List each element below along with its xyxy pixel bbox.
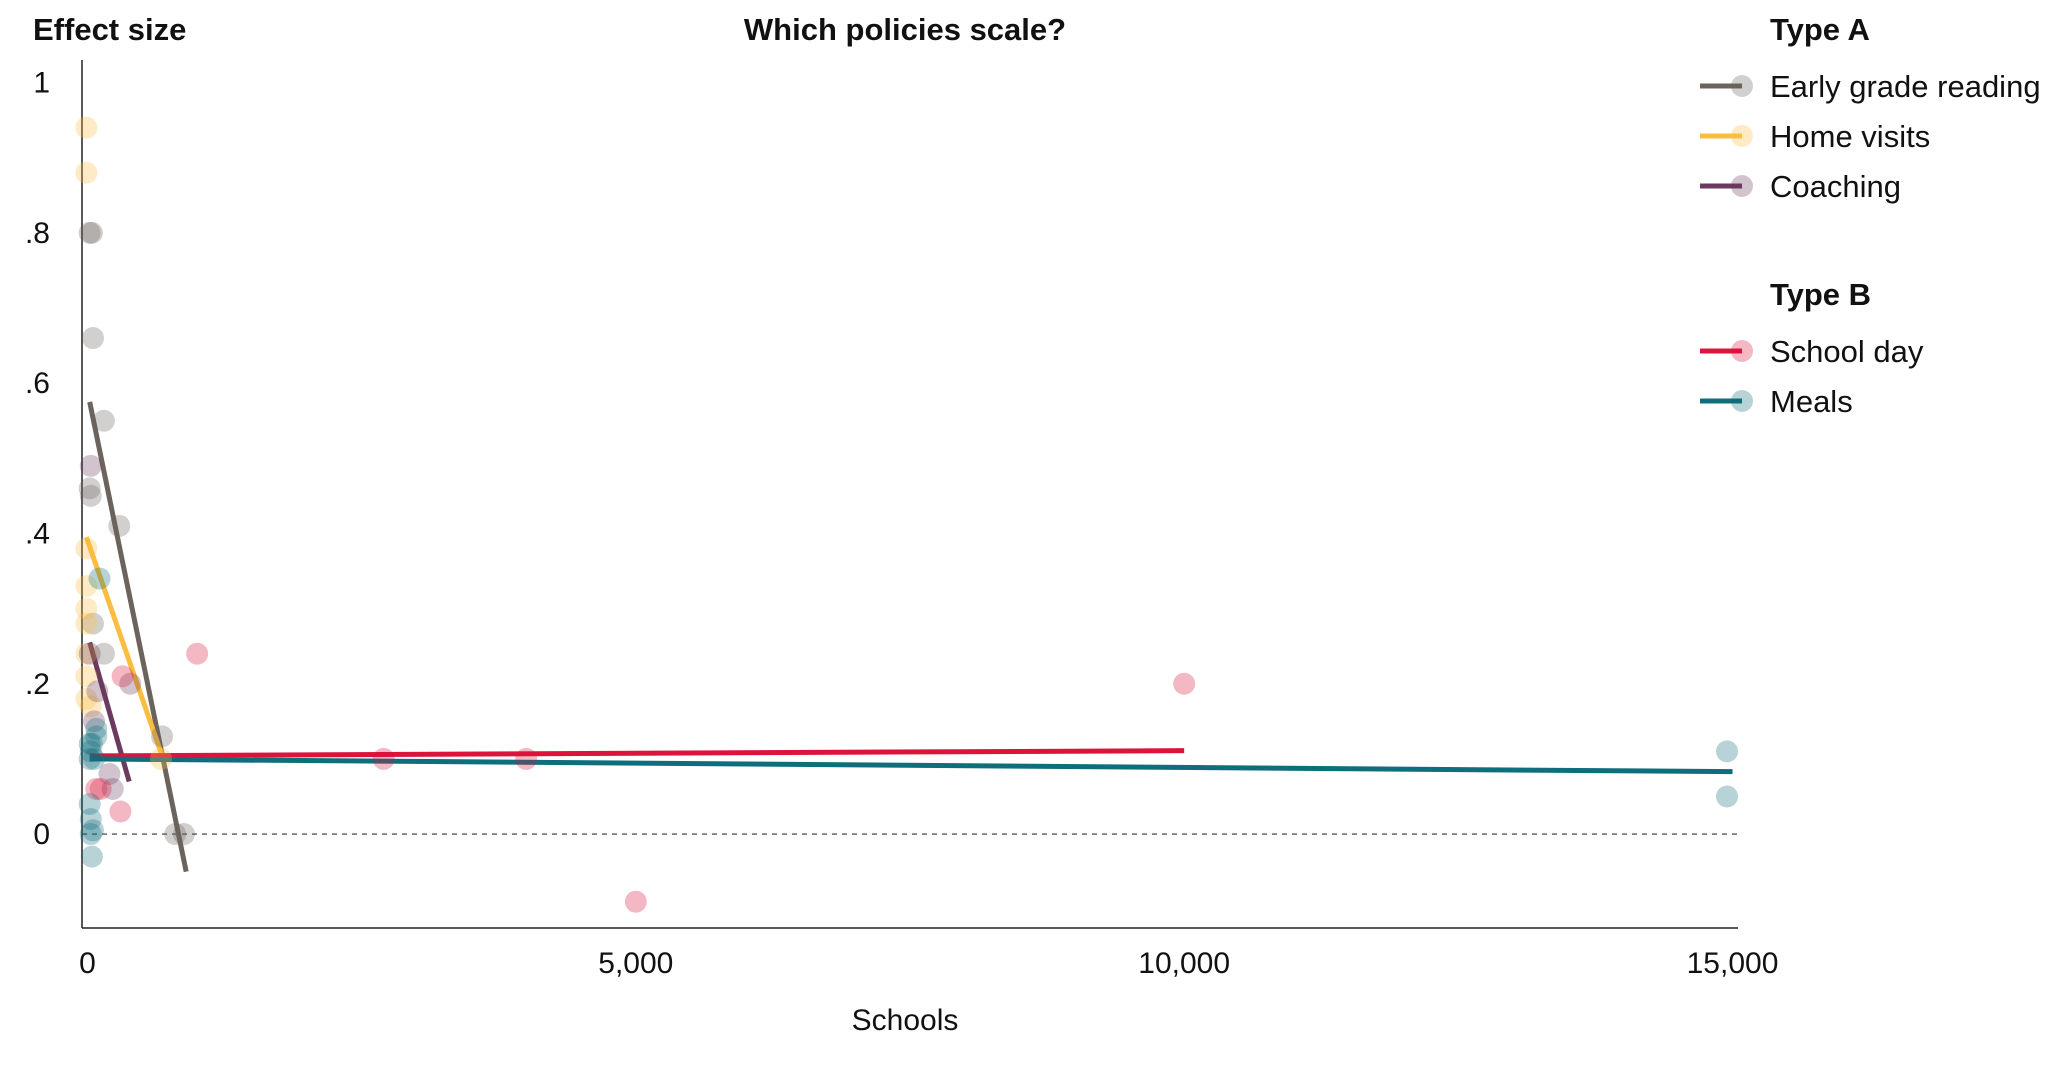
home-visits-trend-line: [84, 536, 166, 760]
early-grade-reading-point: [78, 477, 101, 500]
school-day-trend-line: [89, 748, 1185, 759]
coaching-point: [86, 680, 109, 703]
school-day-point: [624, 890, 647, 913]
home-visits-point: [75, 687, 98, 710]
y-tick-label: .4: [25, 517, 50, 550]
home-visits-point: [79, 695, 102, 718]
meals-point: [85, 717, 108, 740]
x-tick-label: 5,000: [598, 947, 673, 980]
home-visits-point: [75, 575, 98, 598]
meals-legend-marker: [1731, 390, 1753, 412]
meals-legend-label: Meals: [1770, 384, 1853, 419]
school-day-point: [186, 642, 209, 665]
home-visits-point: [75, 665, 98, 688]
y-tick-label: .6: [25, 367, 50, 400]
meals-trend-line: [89, 756, 1733, 775]
x-tick-label: 15,000: [1687, 947, 1779, 980]
early-grade-reading-point: [92, 409, 115, 432]
early-grade-reading-legend-label: Early grade reading: [1770, 69, 2041, 104]
x-tick-label: 10,000: [1138, 947, 1230, 980]
data-points: [75, 116, 1739, 913]
coaching-point: [98, 762, 121, 785]
early-grade-reading-legend-marker: [1731, 75, 1753, 97]
coaching-legend-label: Coaching: [1770, 169, 1901, 204]
meals-point: [79, 808, 102, 831]
y-tick-label: 1: [33, 67, 50, 100]
meals-point: [78, 732, 101, 755]
meals-point: [81, 819, 104, 842]
home-visits-point: [149, 747, 172, 770]
home-visits-point: [75, 537, 98, 560]
meals-point: [79, 740, 102, 763]
home-visits-point: [75, 642, 98, 665]
home-visits-legend-marker: [1731, 125, 1753, 147]
early-grade-reading-point: [80, 221, 103, 244]
chart-title: Which policies scale?: [744, 12, 1066, 47]
meals-point: [85, 725, 108, 748]
school-day-point: [111, 665, 134, 688]
school-day-legend-label: School day: [1770, 334, 1924, 369]
early-grade-reading-point: [79, 484, 102, 507]
school-day-point: [372, 747, 395, 770]
meals-point: [80, 845, 103, 868]
early-grade-reading-point: [92, 642, 115, 665]
home-visits-point: [75, 597, 98, 620]
coaching-point: [101, 777, 124, 800]
meals-point: [78, 747, 101, 770]
coaching-point: [119, 672, 142, 695]
school-day-point: [109, 800, 132, 823]
school-day-point: [1173, 672, 1196, 695]
meals-point: [88, 567, 111, 590]
coaching-legend-marker: [1731, 175, 1753, 197]
legend-group-title: Type A: [1770, 12, 1870, 47]
ticks: 0 .2 .4 .6 .8 1 0 5,000 10,000 15,000: [25, 67, 1778, 980]
x-tick-label: 0: [79, 947, 96, 980]
axes: [81, 60, 1738, 929]
early-grade-reading-trend-line: [87, 401, 189, 873]
early-grade-reading-point: [164, 823, 187, 846]
trend-lines: [84, 401, 1733, 873]
coaching-point: [83, 710, 106, 733]
coaching-point: [78, 642, 101, 665]
home-visits-point: [75, 161, 98, 184]
early-grade-reading-point: [78, 221, 101, 244]
y-tick-label: .2: [25, 668, 50, 701]
y-tick-label: .8: [25, 217, 50, 250]
home-visits-legend-label: Home visits: [1770, 119, 1930, 154]
meals-point: [1716, 785, 1739, 808]
home-visits-point: [75, 116, 98, 139]
early-grade-reading-point: [81, 612, 104, 635]
early-grade-reading-point: [172, 823, 195, 846]
meals-point: [83, 747, 106, 770]
meals-point: [80, 732, 103, 755]
home-visits-point: [75, 612, 98, 635]
x-axis-title: Schools: [852, 1004, 959, 1037]
school-day-legend-marker: [1731, 340, 1753, 362]
meals-point: [79, 823, 102, 846]
school-day-point: [85, 777, 108, 800]
meals-point: [1716, 740, 1739, 763]
school-day-point: [89, 777, 112, 800]
coaching-point: [79, 454, 102, 477]
y-axis-title: Effect size: [33, 12, 186, 47]
school-day-point: [515, 747, 538, 770]
legend: Type A Early grade reading Home visits Coac…: [1700, 12, 2041, 419]
y-tick-label: 0: [33, 818, 50, 851]
early-grade-reading-point: [108, 514, 131, 537]
early-grade-reading-point: [81, 327, 104, 350]
early-grade-reading-point: [151, 725, 174, 748]
legend-group-title: Type B: [1770, 277, 1871, 312]
meals-point: [78, 793, 101, 815]
